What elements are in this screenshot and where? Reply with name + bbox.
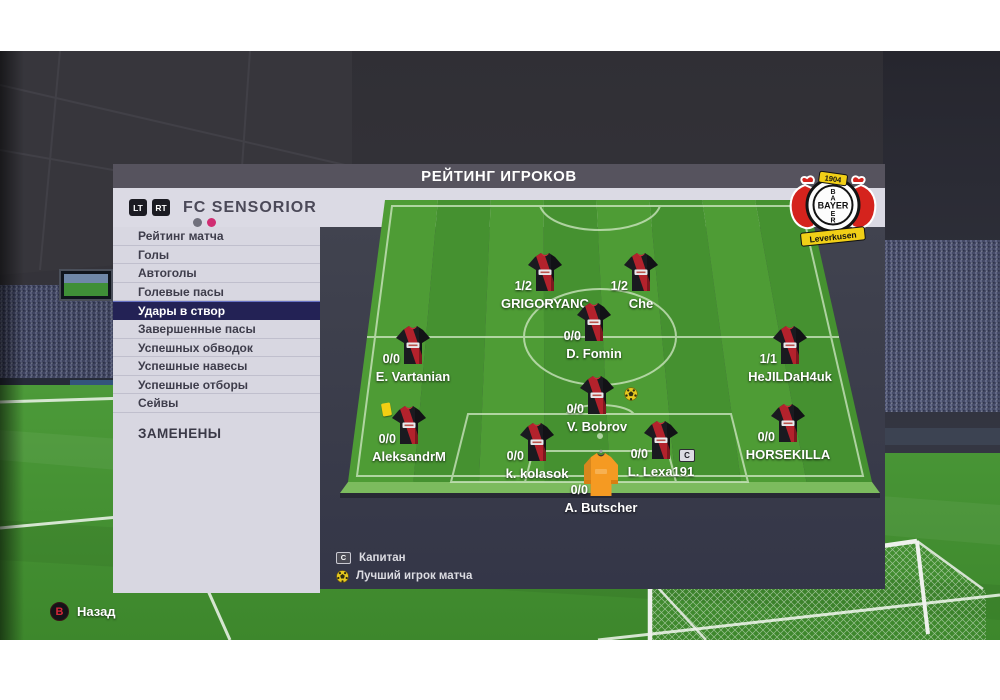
player-name: A. Butscher <box>564 500 638 515</box>
outfield-jersey-icon <box>644 421 678 459</box>
outfield-jersey-icon <box>396 326 430 364</box>
page-dot-inactive[interactable] <box>193 217 202 227</box>
player-rating: 0/0 <box>506 449 524 463</box>
rt-button-icon[interactable]: RT <box>152 199 170 216</box>
player-rating: 0/0 <box>382 352 400 366</box>
svg-text:B: B <box>830 189 835 196</box>
bayer-leverkusen-crest: BAYER B A E R 1904 Leverkusen <box>789 170 877 247</box>
lt-button-icon[interactable]: LT <box>129 199 147 216</box>
outfield-jersey-icon <box>528 253 562 291</box>
captain-badge-icon: C <box>336 552 351 564</box>
outfield-jersey-icon <box>624 253 658 291</box>
outfield-jersey-icon <box>771 404 805 442</box>
sidebar-item-5[interactable]: Удары в створ <box>113 301 320 320</box>
substitutes-header: ЗАМЕНЕНЫ <box>138 425 222 441</box>
svg-text:A: A <box>830 196 835 203</box>
sidebar-item-1[interactable]: Рейтинг матча <box>113 227 320 246</box>
svg-text:R: R <box>830 218 835 225</box>
page-dot-active[interactable] <box>207 217 216 227</box>
player-name: L. Lexa191 <box>627 464 695 479</box>
player-rating: 1/1 <box>759 352 777 366</box>
captain-badge-icon: C <box>679 449 695 462</box>
player-rating: 0/0 <box>378 432 396 446</box>
player-name: E. Vartanian <box>375 369 451 384</box>
back-button[interactable]: B Назад <box>50 602 116 621</box>
sidebar-item-3[interactable]: Автоголы <box>113 264 320 283</box>
player-name: Che <box>628 296 654 311</box>
outfield-jersey-icon <box>520 423 554 461</box>
best-player-icon <box>624 387 638 401</box>
goalkeeper-jersey-icon <box>584 449 618 496</box>
player-rating: 0/0 <box>630 447 648 461</box>
player-name: HORSEKILLA <box>745 447 831 462</box>
header-bar: РЕЙТИНГ ИГРОКОВ <box>113 164 885 188</box>
pagination-dots <box>193 217 216 227</box>
outfield-jersey-icon <box>577 303 611 341</box>
sidebar-item-4[interactable]: Голевые пасы <box>113 283 320 302</box>
legend: C Капитан Лучший игрок матча <box>336 550 472 586</box>
legend-captain-row: C Капитан <box>336 550 472 566</box>
player-rating: 1/2 <box>514 279 532 293</box>
player-name: D. Fomin <box>566 346 622 361</box>
crest-year: 1904 <box>824 173 843 184</box>
sidebar-item-8[interactable]: Успешные навесы <box>113 357 320 376</box>
player-name: HeJILDaH4uk <box>748 369 832 384</box>
outfield-jersey-icon <box>580 376 614 414</box>
crest-ribbon: Leverkusen <box>809 230 857 245</box>
crest-club-text: BAYER <box>818 201 849 211</box>
game-frame: РЕЙТИНГ ИГРОКОВ LT RT FC SENSORIOR Рейти… <box>0 51 1000 640</box>
page-title: РЕЙТИНГ ИГРОКОВ <box>421 167 577 185</box>
svg-text:E: E <box>831 211 836 218</box>
player-rating: 0/0 <box>757 430 775 444</box>
sidebar-item-2[interactable]: Голы <box>113 246 320 265</box>
stats-sidebar: Рейтинг матча Голы Автоголы Голевые пасы Уда… <box>113 227 320 593</box>
player-name: AleksandrM <box>372 449 446 464</box>
best-player-icon <box>336 569 349 583</box>
outfield-jersey-icon <box>392 406 426 444</box>
player-rating: 0/0 <box>566 402 584 416</box>
formation-pitch <box>340 200 880 498</box>
player-name: GRIGORYANC <box>501 296 589 311</box>
sidebar-item-9[interactable]: Успешные отборы <box>113 376 320 395</box>
pitch-stripes <box>348 200 872 482</box>
player-name: V. Bobrov <box>566 419 628 434</box>
player-rating: 0/0 <box>570 483 588 497</box>
sidebar-item-7[interactable]: Успешных обводок <box>113 339 320 358</box>
outfield-jersey-icon <box>773 326 807 364</box>
sidebar-item-10[interactable]: Сейвы <box>113 394 320 413</box>
stats-menu: Рейтинг матча Голы Автоголы Голевые пасы Уда… <box>113 227 320 413</box>
b-key-icon: B <box>50 602 69 621</box>
player-rating: 0/0 <box>563 329 581 343</box>
legend-motm-row: Лучший игрок матча <box>336 568 472 584</box>
sidebar-item-6[interactable]: Завершенные пасы <box>113 320 320 339</box>
team-name: FC SENSORIOR <box>183 199 317 227</box>
player-rating: 1/2 <box>610 279 628 293</box>
player-name: k. kolasok <box>505 466 569 481</box>
